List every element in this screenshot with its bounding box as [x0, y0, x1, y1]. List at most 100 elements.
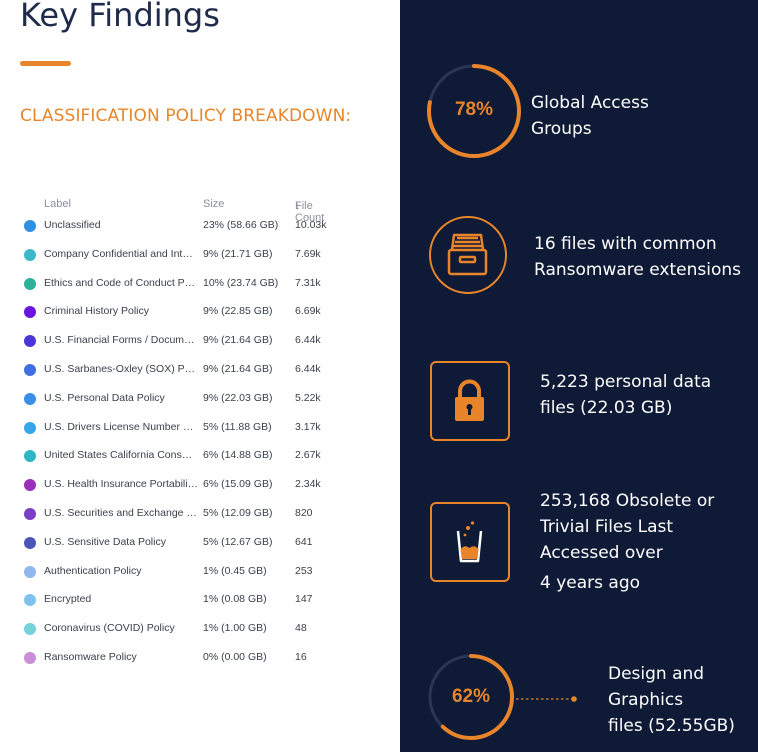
row-file-count: 820: [295, 506, 313, 519]
row-label: U.S. Health Insurance Portabili…: [44, 478, 199, 491]
row-file-count: 5.22k: [295, 391, 321, 404]
obsolete-line3: Accessed over: [540, 543, 663, 563]
lock-icon: [430, 361, 510, 441]
legend-color-dot: [24, 248, 36, 261]
row-size: 5% (11.88 GB): [203, 420, 272, 433]
legend-color-dot: [24, 594, 36, 607]
obsolete-line2: Trivial Files Last: [540, 517, 674, 537]
table-row[interactable]: Ethics and Code of Conduct P… 10% (23.74 …: [20, 272, 400, 301]
table-row[interactable]: United States California Cons… 6% (14.88 …: [20, 444, 400, 473]
row-label: U.S. Sarbanes-Oxley (SOX) Pol…: [44, 362, 200, 375]
classification-table: Label Size File Count ↓ Unclassified 23% …: [20, 196, 400, 675]
progress-ring-icon: [427, 64, 521, 158]
row-label: Unclassified: [44, 219, 101, 231]
global-access-line2: Groups: [531, 119, 592, 139]
row-label: Coronavirus (COVID) Policy: [44, 622, 175, 635]
obsolete-files-text: 253,168 Obsolete or Trivial Files Last A…: [540, 488, 714, 596]
row-size: 1% (1.00 GB): [203, 622, 267, 635]
table-row[interactable]: Unclassified 23% (58.66 GB) 10.03k: [20, 214, 400, 243]
obsolete-line1: 253,168 Obsolete or: [540, 491, 715, 511]
column-header-size[interactable]: Size: [203, 198, 225, 210]
row-file-count: 253: [295, 564, 313, 577]
design-line1: Design and: [608, 664, 705, 684]
row-size: 5% (12.67 GB): [203, 535, 273, 548]
section-subtitle: CLASSIFICATION POLICY BREAKDOWN:: [20, 106, 352, 126]
row-file-count: 7.69k: [295, 247, 321, 260]
row-file-count: 6.69k: [295, 305, 321, 318]
row-size: 9% (21.64 GB): [203, 362, 273, 375]
row-size: 1% (0.08 GB): [203, 593, 267, 606]
legend-color-dot: [24, 306, 36, 319]
row-file-count: 3.17k: [295, 420, 321, 433]
row-file-count: 16: [295, 650, 307, 663]
table-header: Label Size File Count ↓: [20, 196, 400, 224]
sort-down-icon[interactable]: ↓: [295, 200, 301, 212]
row-label: U.S. Securities and Exchange …: [44, 506, 197, 519]
row-file-count: 6.44k: [295, 334, 321, 347]
row-label: Encrypted: [44, 593, 92, 606]
title-underline: [20, 61, 71, 66]
table-row[interactable]: Coronavirus (COVID) Policy 1% (1.00 GB) 48: [20, 617, 400, 646]
progress-ring-icon: [428, 654, 514, 740]
file-box-icon: [429, 216, 507, 294]
row-label: U.S. Drivers License Number P…: [44, 420, 200, 433]
row-label: Ransomware Policy: [44, 650, 137, 663]
legend-color-dot: [24, 277, 36, 290]
row-size: 10% (23.74 GB): [203, 276, 279, 289]
row-size: 23% (58.66 GB): [203, 219, 279, 231]
table-row[interactable]: U.S. Financial Forms / Docum… 9% (21.64 G…: [20, 329, 400, 358]
table-row[interactable]: Company Confidential and Int… 9% (21.71 G…: [20, 243, 400, 272]
legend-color-dot: [24, 507, 36, 520]
row-size: 9% (21.64 GB): [203, 334, 273, 347]
row-label: U.S. Personal Data Policy: [44, 391, 165, 404]
table-row[interactable]: U.S. Sarbanes-Oxley (SOX) Pol… 9% (21.64 …: [20, 358, 400, 387]
ransomware-line2: Ransomware extensions: [534, 260, 741, 280]
legend-color-dot: [24, 479, 36, 492]
row-file-count: 147: [295, 593, 313, 606]
row-file-count: 641: [295, 535, 313, 548]
design-files-text: Design and Graphics files (52.55GB): [608, 661, 735, 739]
table-row[interactable]: Encrypted 1% (0.08 GB) 147: [20, 588, 400, 617]
row-file-count: 7.31k: [295, 276, 321, 289]
legend-color-dot: [24, 363, 36, 376]
row-file-count: 6.44k: [295, 362, 321, 375]
table-row[interactable]: U.S. Personal Data Policy 9% (22.03 GB) 5.…: [20, 387, 400, 416]
row-size: 1% (0.45 GB): [203, 564, 267, 577]
row-label: Ethics and Code of Conduct P…: [44, 276, 196, 289]
row-size: 6% (15.09 GB): [203, 478, 273, 491]
row-size: 6% (14.88 GB): [203, 449, 273, 462]
global-access-percent: 78%: [454, 99, 494, 120]
design-files-ring: 62%: [426, 652, 516, 742]
row-label: Criminal History Policy: [44, 305, 150, 318]
table-row[interactable]: U.S. Health Insurance Portabili… 6% (15.0…: [20, 473, 400, 502]
design-line3: files (52.55GB): [608, 716, 735, 736]
row-size: 5% (12.09 GB): [203, 506, 273, 519]
ransomware-text: 16 files with common Ransomware extensio…: [534, 231, 741, 283]
table-row[interactable]: Criminal History Policy 9% (22.85 GB) 6.69…: [20, 300, 400, 329]
row-file-count: 2.67k: [295, 449, 321, 462]
row-file-count: 2.34k: [295, 478, 321, 491]
page-title: Key Findings: [20, 0, 220, 34]
row-file-count: 48: [295, 622, 307, 635]
table-row[interactable]: Ransomware Policy 0% (0.00 GB) 16: [20, 646, 400, 675]
obsolete-line4: 4 years ago: [540, 573, 641, 593]
table-row[interactable]: U.S. Drivers License Number P… 5% (11.88 …: [20, 416, 400, 445]
legend-color-dot: [24, 536, 36, 549]
legend-color-dot: [24, 421, 36, 434]
legend-color-dot: [24, 565, 36, 578]
table-row[interactable]: Authentication Policy 1% (0.45 GB) 253: [20, 560, 400, 589]
row-label: Authentication Policy: [44, 564, 142, 577]
column-header-label[interactable]: Label: [44, 198, 71, 210]
row-size: 9% (21.71 GB): [203, 247, 273, 260]
trash-bin-icon: [430, 502, 510, 582]
table-row[interactable]: U.S. Securities and Exchange … 5% (12.09 …: [20, 502, 400, 531]
design-files-percent: 62%: [451, 686, 491, 707]
table-row[interactable]: U.S. Sensitive Data Policy 5% (12.67 GB) 6…: [20, 531, 400, 560]
legend-color-dot: [24, 335, 36, 348]
connector-line: [516, 696, 577, 702]
file-count-header-text: File Count: [295, 200, 325, 224]
left-panel: Key Findings CLASSIFICATION POLICY BREAK…: [20, 0, 400, 675]
row-label: United States California Cons…: [44, 449, 193, 462]
legend-color-dot: [24, 623, 36, 636]
legend-color-dot: [24, 220, 36, 232]
